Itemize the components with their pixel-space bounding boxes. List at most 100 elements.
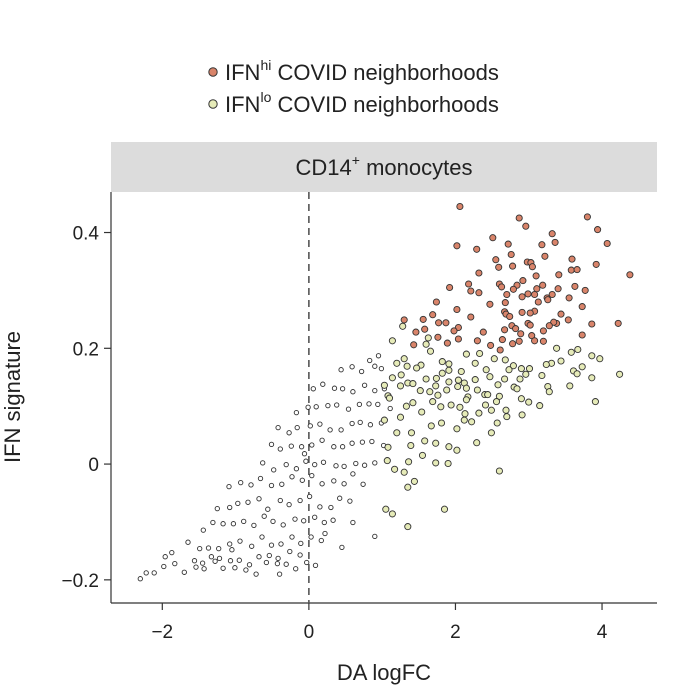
data-point-hi [518,308,526,316]
data-point-other [369,438,375,445]
data-point-lo [567,348,575,356]
data-point-hi [498,336,506,344]
data-point-other [161,563,167,570]
data-point-other [137,576,143,582]
data-point-lo [471,359,479,367]
data-point-hi [515,214,523,222]
data-point-other [361,382,368,388]
data-point-hi [489,234,497,242]
data-point-other [199,560,206,566]
data-point-lo [578,363,586,371]
data-point-other [289,534,295,540]
data-point-other [308,534,314,540]
data-point-hi [528,263,536,271]
data-point-hi [501,299,509,307]
data-point-hi [496,346,504,354]
data-point-lo [509,362,517,370]
data-point-hi [467,313,475,321]
data-point-lo [471,376,479,384]
data-point-lo [429,398,437,406]
data-point-lo [383,457,391,465]
data-point-lo [518,411,526,419]
data-point-hi [443,339,451,347]
data-point-other [289,474,295,480]
data-point-hi [545,322,553,330]
data-point-other [298,540,304,547]
data-point-hi [555,271,563,279]
data-point-other [349,420,355,427]
data-point-other [307,423,313,429]
data-point-other [375,401,381,408]
data-point-other [210,519,216,526]
data-point-other [305,404,311,410]
data-point-other [268,441,275,448]
x-tick-label: 2 [450,622,461,643]
data-point-other [339,544,345,551]
data-point-lo [440,505,449,513]
data-point-other [334,402,340,408]
data-point-other [169,549,175,556]
data-point-other [356,401,363,408]
data-point-lo [432,374,440,382]
data-point-hi [492,256,500,264]
data-point-lo [487,406,495,414]
data-point-lo [438,369,446,377]
data-point-hi [571,282,579,290]
data-point-lo [545,388,553,396]
data-point-hi [551,238,559,246]
data-point-hi [548,230,556,238]
data-point-lo [505,366,513,374]
data-point-hi [509,340,517,348]
data-point-other [359,439,366,445]
data-point-hi [554,285,562,293]
data-point-other [201,566,207,572]
data-point-lo [407,441,415,450]
data-point-hi [528,332,536,340]
data-point-other [299,477,305,483]
data-point-lo [400,355,408,363]
data-point-lo [402,402,410,410]
data-point-other [261,513,267,519]
data-point-other [286,501,292,508]
data-point-other [241,518,247,525]
data-point-hi [453,305,461,314]
data-point-lo [432,382,440,390]
data-point-lo [380,381,388,389]
data-point-lo [413,364,421,372]
data-point-other [230,521,237,527]
data-point-other [330,517,336,523]
data-point-lo [557,357,565,365]
data-point-lo [596,355,604,363]
data-point-hi [568,255,576,263]
data-point-lo [438,358,446,366]
data-point-hi [532,272,540,280]
data-point-hi [487,341,495,349]
data-point-other [301,451,308,457]
data-point-lo [501,356,509,364]
data-point-hi [512,325,520,333]
data-point-other [246,562,253,568]
data-point-lo [443,386,451,394]
y-ticks: −0.2 0 0.2 0.4 [61,224,111,592]
data-point-other [331,478,337,484]
data-point-other [322,530,328,537]
data-point-lo [525,398,533,406]
data-point-other [350,519,356,526]
data-point-other [347,498,353,504]
legend: IFNhi COVID neighborhoods IFNlo COVID ne… [208,57,499,117]
data-point-hi [495,263,503,271]
data-point-hi [434,333,442,341]
data-point-lo [453,446,461,454]
facet-header-bar [111,142,657,192]
data-point-lo [384,443,392,451]
data-point-lo [418,451,427,459]
data-point-other [337,495,343,501]
data-point-lo [382,505,390,513]
data-point-other [353,460,359,467]
data-point-hi [504,240,512,248]
data-point-other [278,541,284,547]
data-point-other [143,570,149,576]
data-point-other [256,554,262,560]
data-point-lo [588,352,596,360]
